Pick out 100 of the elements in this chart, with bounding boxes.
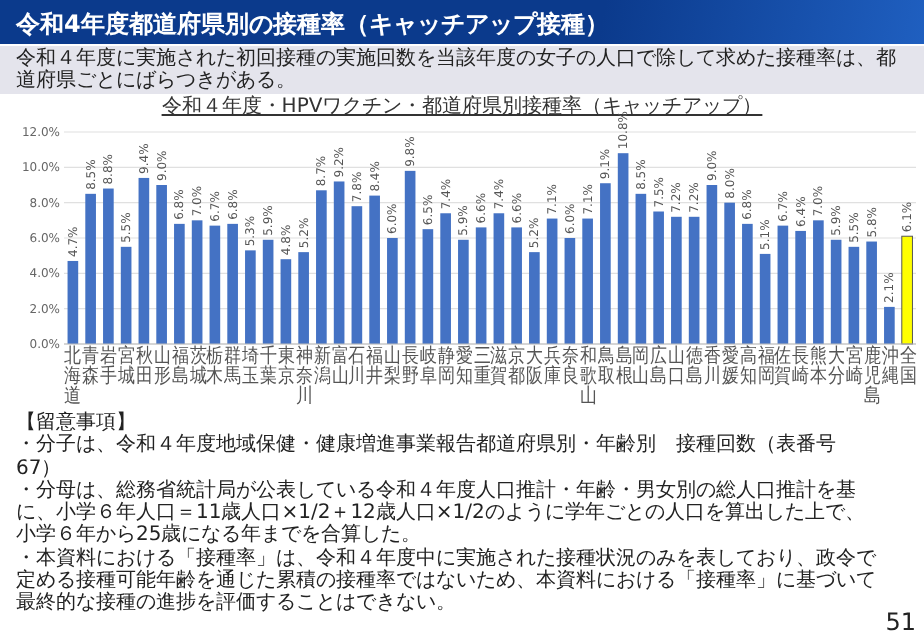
bar [866, 241, 877, 344]
bar [493, 213, 505, 344]
x-tick-label: 千葉 [259, 346, 277, 388]
x-tick-label: 静岡 [437, 346, 455, 388]
x-tick-label: 岡山 [632, 346, 650, 388]
x-tick-label: 沖縄 [880, 346, 898, 388]
x-tick-label: 長崎 [792, 346, 810, 388]
bar [884, 306, 895, 344]
x-tick-label: 鳥取 [596, 346, 614, 388]
x-tick-label: 愛媛 [721, 346, 739, 388]
x-tick-label: 熊本 [809, 346, 827, 388]
bar [582, 218, 593, 344]
x-tick-label: 福岡 [756, 346, 774, 388]
bar [351, 206, 363, 344]
x-tick-label: 北海道 [64, 346, 82, 408]
bar [830, 239, 842, 344]
x-tick-label: 高知 [738, 346, 756, 388]
bar [280, 259, 292, 344]
bar [777, 225, 789, 344]
x-tick-label: 奈良 [561, 346, 579, 388]
x-tick-label: 秋田 [135, 346, 153, 388]
bar [298, 252, 309, 344]
x-tick-label: 宮崎 [845, 346, 863, 388]
x-tick-label: 福島 [170, 346, 188, 388]
chart-title: 令和4年度都道府県別の接種率（キャッチアップ接種） [16, 8, 609, 42]
x-tick-label: 佐賀 [774, 346, 792, 388]
bar [120, 246, 132, 344]
bar [369, 195, 380, 344]
x-tick-label: 和歌山 [579, 346, 597, 408]
bar [156, 185, 167, 344]
bar [316, 190, 327, 344]
bar [795, 230, 806, 344]
bar [387, 238, 398, 344]
bar [564, 238, 576, 344]
text: 【留意事項】 [16, 412, 136, 434]
x-tick-label: 大阪 [525, 346, 543, 388]
bar [422, 229, 434, 344]
bar [848, 246, 860, 344]
bar [85, 193, 96, 344]
x-tick-label: 徳島 [685, 346, 703, 388]
x-tick-label: 埼玉 [241, 346, 259, 388]
bar [138, 177, 150, 344]
text: 51 [885, 608, 916, 636]
x-tick-label: 大分 [827, 346, 845, 388]
x-tick-label: 三重 [472, 346, 490, 388]
bar [262, 239, 274, 344]
x-tick-label: 宮城 [117, 346, 135, 388]
x-tick-label: 香川 [703, 346, 721, 388]
x-tick-label: 山口 [667, 346, 685, 388]
x-tick-label: 兵庫 [543, 346, 561, 388]
bar [759, 253, 771, 344]
bar [653, 211, 664, 344]
bar [67, 260, 79, 344]
bar [511, 227, 522, 344]
bar [617, 153, 629, 344]
x-tick-label: 栃木 [206, 346, 224, 388]
bar [600, 183, 611, 344]
bar [245, 250, 256, 344]
bar [546, 218, 558, 344]
x-tick-label: 滋賀 [490, 346, 508, 388]
bar [813, 220, 824, 344]
x-tick-label: 富山 [330, 346, 348, 388]
x-tick-label: 石川 [348, 346, 366, 388]
x-tick-label: 岐阜 [419, 346, 437, 388]
x-tick-label: 島根 [614, 346, 632, 388]
x-tick-label: 新潟 [312, 346, 330, 388]
text: ・分子は、令和４年度地域保健・健康増進事業報告都道府県別・年齢別 接種回数（表番号67） [16, 434, 837, 480]
x-tick-label: 長野 [401, 346, 419, 388]
text: 令和４年度に実施された初回接種の実施回数を当該年度の女子の人口で除して求めた接種率は、都道府県ごとにばらつきがある。 [0, 46, 924, 94]
x-tick-label: 山形 [153, 346, 171, 388]
bar [475, 227, 487, 344]
bar [529, 252, 540, 344]
bar [404, 170, 416, 344]
bar [706, 185, 718, 344]
bar [671, 216, 682, 344]
bar [191, 220, 203, 344]
x-tick-label: 福井 [366, 346, 384, 388]
bar [724, 202, 735, 344]
x-tick-label: 全国 [898, 346, 916, 388]
x-tick-label: 鹿児島 [863, 346, 881, 408]
bar [635, 193, 647, 344]
x-tick-label: 岩手 [99, 346, 117, 388]
text: ・分母は、総務省統計局が公表している令和４年度人口推計・年齢・男女別の総人口推計を基に、小学６年人口＝11歳人口×1/2＋12歳人口×1/2のように学年ごとの人口を算出した上で、小学６年から25歳になる年までを合算した。 [16, 479, 867, 547]
text: ・本資料における「接種率」は、令和４年度中に実施された接種状況のみを表しており、政令で定める接種可能年齢を通じた累積の接種率ではないため、本資料における「接種率」に基づいて最終的な接種の進捗を評価することはできない。 [16, 547, 876, 616]
bar [333, 181, 345, 344]
x-tick-label: 群馬 [224, 346, 242, 388]
bar [174, 223, 185, 344]
bar [227, 223, 238, 344]
bar [742, 223, 753, 344]
x-tick-label: 愛知 [454, 346, 472, 388]
bar [440, 213, 451, 344]
x-tick-label: 京都 [508, 346, 526, 388]
x-tick-label: 東京 [277, 346, 295, 388]
bar [209, 225, 221, 344]
x-tick-label: 茨城 [188, 346, 206, 388]
bar [458, 239, 469, 344]
x-tick-label: 広島 [650, 346, 668, 388]
bar [688, 216, 700, 344]
x-tick-label: 山梨 [383, 346, 401, 388]
x-tick-label: 青森 [82, 346, 100, 388]
